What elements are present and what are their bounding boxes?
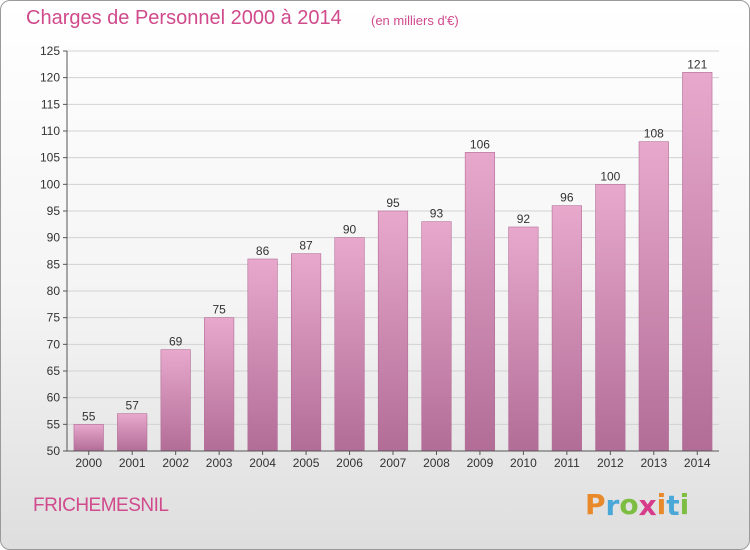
- y-tick-label: 70: [47, 337, 61, 351]
- bar: [73, 424, 104, 452]
- bar: [421, 221, 452, 452]
- place-name: FRICHEMESNIL: [33, 495, 169, 516]
- data-label: 96: [560, 191, 574, 205]
- x-tick-label: 2000: [75, 456, 102, 470]
- bar: [117, 413, 148, 452]
- x-tick-label: 2014: [684, 456, 711, 470]
- y-tick-label: 50: [47, 444, 61, 458]
- y-tick-label: 60: [47, 391, 61, 405]
- data-label: 108: [644, 127, 664, 141]
- x-tick-label: 2009: [467, 456, 494, 470]
- x-tick-label: 2011: [554, 456, 580, 470]
- proxiti-logo: Proxiti: [585, 488, 690, 522]
- bar: [508, 226, 539, 452]
- y-tick-label: 105: [40, 151, 60, 165]
- x-tick-label: 2001: [119, 456, 146, 470]
- bar: [247, 258, 278, 452]
- x-tick-label: 2005: [293, 456, 320, 470]
- data-label: 93: [430, 207, 444, 221]
- axes: [63, 50, 719, 455]
- logo-letter: x: [638, 489, 657, 522]
- bar: [595, 184, 626, 452]
- data-label: 75: [212, 303, 226, 317]
- logo-letter: i: [656, 488, 667, 521]
- bar: [551, 205, 582, 452]
- y-tick-label: 115: [41, 97, 60, 111]
- chart-subtitle: (en milliers d'€): [371, 13, 459, 28]
- data-label: 106: [470, 137, 490, 151]
- x-tick-label: 2004: [249, 456, 276, 470]
- x-tick-labels: 2000 2001 2002 2003 2004 2005 2006 2007 2008 2009…: [75, 456, 711, 470]
- x-tick-label: 2006: [336, 456, 363, 470]
- data-label: 121: [687, 57, 707, 71]
- data-labels: 55 57 69 75 86 87 90 95 93 106 92 96 100 108 121: [82, 57, 708, 423]
- logo-letter: r: [605, 489, 620, 522]
- y-tick-label: 80: [47, 284, 61, 298]
- y-tick-label: 125: [40, 44, 60, 58]
- logo-letter: t: [666, 489, 680, 522]
- y-tick-label: 110: [41, 124, 60, 138]
- logo-letter: i: [679, 488, 690, 521]
- data-label: 55: [82, 409, 96, 423]
- data-label: 86: [256, 244, 270, 258]
- y-tick-label: 100: [40, 177, 60, 191]
- bar: [377, 210, 409, 452]
- x-tick-label: 2007: [380, 456, 407, 470]
- bars: [73, 72, 713, 452]
- bar: [204, 317, 235, 452]
- y-tick-label: 75: [47, 311, 61, 325]
- x-tick-label: 2010: [510, 456, 537, 470]
- bar: [160, 349, 191, 452]
- bar: [464, 152, 496, 452]
- data-label: 87: [299, 239, 313, 253]
- chart-title: Charges de Personnel 2000 à 2014: [26, 7, 342, 29]
- data-label: 57: [126, 399, 140, 413]
- y-tick-label: 85: [47, 257, 61, 271]
- data-label: 90: [343, 223, 357, 237]
- data-label: 100: [600, 169, 620, 183]
- bar: [638, 141, 669, 452]
- y-tick-label: 95: [47, 204, 61, 218]
- data-label: 95: [386, 196, 400, 210]
- bar: [682, 72, 713, 452]
- logo-letter: P: [585, 488, 606, 521]
- logo-letter: o: [619, 488, 639, 521]
- x-tick-label: 2003: [206, 456, 233, 470]
- y-tick-label: 55: [47, 417, 61, 431]
- y-tick-labels: 50 55 60 65 70 75 80 85 90 95 100 105 110 115 120 125: [40, 44, 60, 458]
- data-label: 69: [169, 335, 183, 349]
- y-tick-label: 65: [47, 364, 61, 378]
- x-tick-label: 2013: [640, 456, 667, 470]
- x-tick-label: 2008: [423, 456, 450, 470]
- y-tick-label: 90: [47, 231, 61, 245]
- y-tick-label: 120: [40, 71, 60, 85]
- data-label: 92: [517, 212, 531, 226]
- x-tick-label: 2012: [597, 456, 624, 470]
- x-tick-label: 2002: [162, 456, 189, 470]
- bar: [290, 253, 322, 452]
- bar: [334, 237, 365, 452]
